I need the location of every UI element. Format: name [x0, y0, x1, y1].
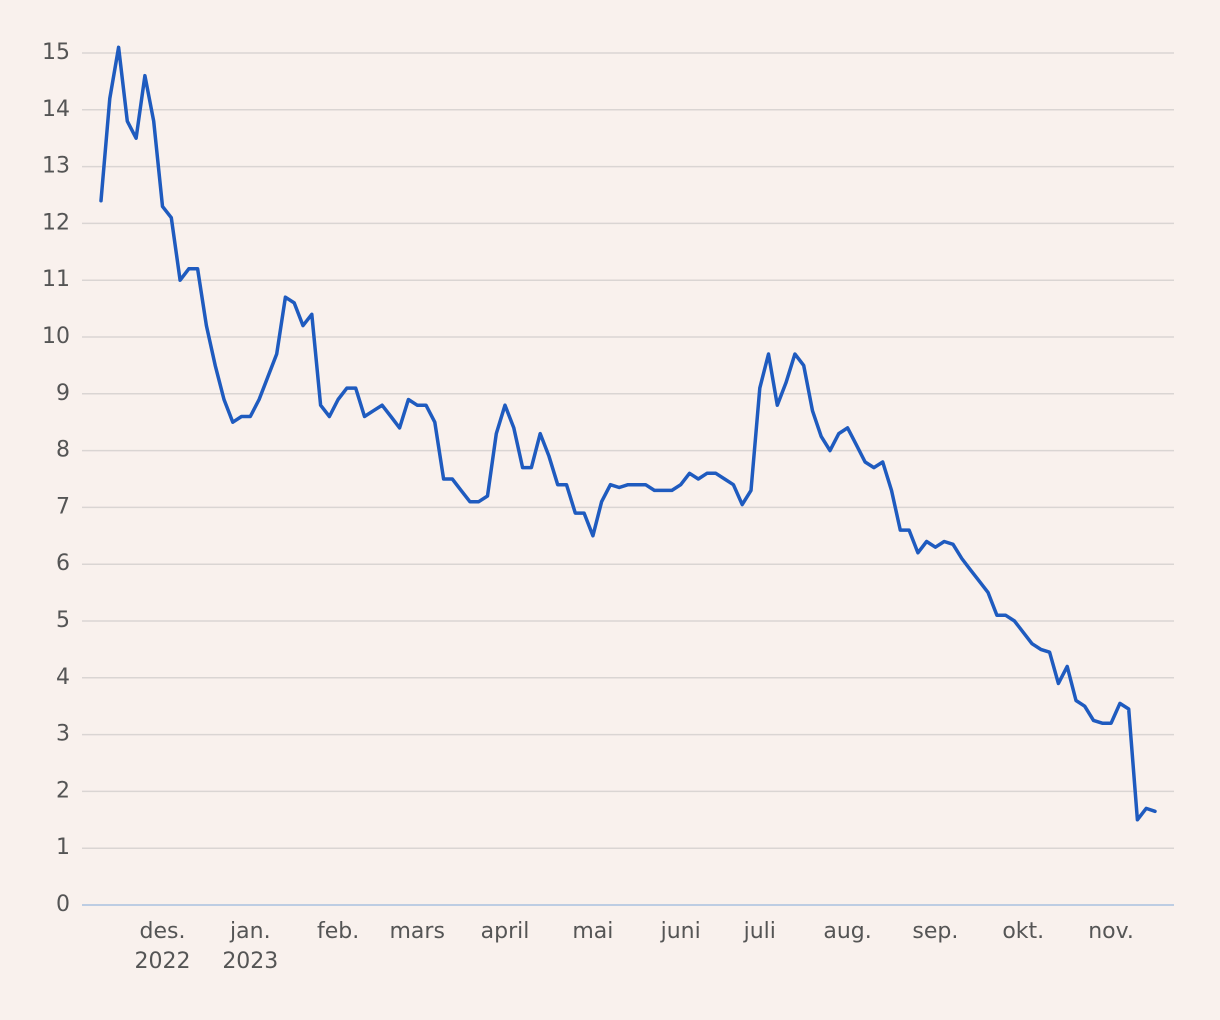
- x-tick-label-line: nov.: [1088, 919, 1134, 944]
- x-tick-label: nov.: [1088, 919, 1134, 944]
- y-tick-label: 10: [42, 324, 70, 349]
- x-tick-label-line: mars: [389, 919, 444, 944]
- x-tick-label: jan. 2023: [222, 919, 278, 974]
- x-tick-label-line: juni: [660, 919, 701, 944]
- y-tick-label: 11: [42, 267, 70, 292]
- x-tick-label: juni: [660, 919, 701, 944]
- x-tick-label-line: okt.: [1002, 919, 1044, 944]
- x-tick-label: aug.: [823, 919, 871, 944]
- x-tick-label-line: juli: [743, 919, 776, 944]
- x-tick-label-line: des.: [139, 919, 185, 944]
- y-tick-label: 12: [42, 210, 70, 235]
- y-tick-label: 15: [42, 40, 70, 65]
- y-tick-label: 9: [56, 381, 70, 406]
- x-tick-label-line: mai: [572, 919, 613, 944]
- y-tick-label: 1: [56, 835, 70, 860]
- x-tick-label: des. 2022: [134, 919, 190, 974]
- x-tick-label-line: aug.: [823, 919, 871, 944]
- y-tick-label: 2: [56, 778, 70, 803]
- line: [99, 45, 1157, 822]
- y-tick-label: 7: [56, 494, 70, 519]
- y-tick-label: 3: [56, 722, 70, 747]
- x-tick-label: juli: [743, 919, 776, 944]
- x-tick-label-line: 2022: [134, 949, 190, 974]
- y-tick-label: 5: [56, 608, 70, 633]
- y-tick-label: 6: [56, 551, 70, 576]
- x-tick-label-line: april: [481, 919, 530, 944]
- x-tick-label-line: sep.: [912, 919, 958, 944]
- x-tick-label: april: [481, 919, 530, 944]
- x-tick-label: mars: [389, 919, 444, 944]
- x-tick-label-line: jan.: [229, 919, 271, 944]
- x-tick-label: feb.: [317, 919, 359, 944]
- x-tick-label-line: feb.: [317, 919, 359, 944]
- x-tick-label-line: 2023: [222, 949, 278, 974]
- y-tick-label: 13: [42, 154, 70, 179]
- y-tick-label: 4: [56, 665, 70, 690]
- x-tick-label: sep.: [912, 919, 958, 944]
- x-tick-label: mai: [572, 919, 613, 944]
- y-tick-label: 14: [42, 97, 70, 122]
- x-tick-label: okt.: [1002, 919, 1044, 944]
- y-tick-label: 8: [56, 438, 70, 463]
- y-tick-label: 0: [56, 892, 70, 917]
